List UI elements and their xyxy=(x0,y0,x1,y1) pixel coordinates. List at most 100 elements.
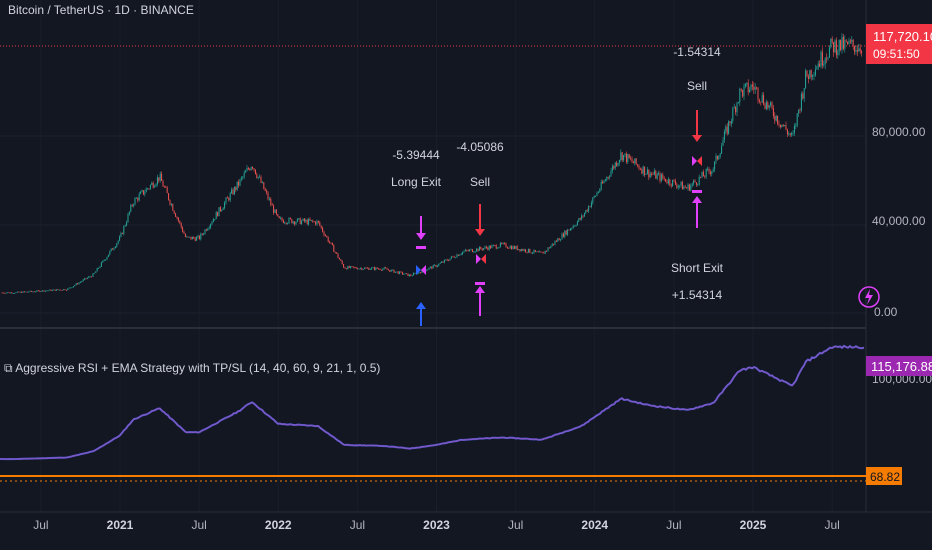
candle-body xyxy=(814,69,816,76)
candle-body xyxy=(457,254,459,256)
candle-body xyxy=(30,290,32,292)
candle-body xyxy=(298,218,300,219)
time-axis-label: Jul xyxy=(350,518,365,532)
trade-markers[interactable] xyxy=(416,110,702,326)
candle-body xyxy=(456,254,458,258)
candle-body xyxy=(630,158,632,160)
candle-body xyxy=(246,167,248,172)
equity-value-badge[interactable]: 115,176.88 xyxy=(866,356,932,376)
candle-body xyxy=(469,249,471,251)
candle-body xyxy=(229,193,231,201)
price-candles[interactable] xyxy=(1,33,863,294)
candle-body xyxy=(105,259,107,261)
candle-body xyxy=(652,174,654,175)
candle-body xyxy=(282,220,284,223)
candle-body xyxy=(60,289,62,291)
buy-arrow[interactable] xyxy=(416,302,426,309)
candle-body xyxy=(352,266,354,268)
candle-body xyxy=(362,268,364,270)
candle-body xyxy=(634,158,636,164)
symbol-title[interactable]: Bitcoin / TetherUS · 1D · BINANCE xyxy=(8,3,194,17)
candle-body xyxy=(333,245,335,252)
candle-body xyxy=(155,184,157,187)
candle-body xyxy=(121,232,123,234)
candle-body xyxy=(740,88,742,90)
rsi-value-badge[interactable]: 68.82 xyxy=(866,467,902,485)
candle-body xyxy=(502,243,504,244)
candle-body xyxy=(474,251,476,253)
candle-body xyxy=(158,177,160,181)
candle-body xyxy=(786,129,788,135)
candle-body xyxy=(53,289,55,291)
candle-body xyxy=(364,267,366,269)
candle-body xyxy=(492,245,494,246)
candle-body xyxy=(71,287,73,289)
candle-body xyxy=(281,217,283,221)
candle-body xyxy=(117,240,119,244)
candle-body xyxy=(29,290,31,292)
candle-body xyxy=(670,184,672,187)
alert-lightning-icon[interactable] xyxy=(858,286,880,308)
candle-body xyxy=(471,249,473,252)
candle-body xyxy=(95,271,97,273)
candle-body xyxy=(623,154,625,161)
candle-body xyxy=(807,76,809,79)
candle-body xyxy=(498,246,500,248)
candle-body xyxy=(217,212,219,217)
candle-body xyxy=(852,39,854,46)
candle-body xyxy=(432,265,434,269)
candle-body xyxy=(317,220,319,223)
candle-body xyxy=(687,184,689,189)
indicator-title[interactable]: ⧉ Aggressive RSI + EMA Strategy with TP/… xyxy=(4,361,380,375)
candle-body xyxy=(291,219,293,224)
candle-body xyxy=(65,289,67,291)
candle-body xyxy=(442,261,444,263)
candle-body xyxy=(159,173,161,181)
candle-body xyxy=(252,167,254,169)
time-axis[interactable]: Jul 2021 Jul 2022 Jul 2023 Jul 2024 Jul 2025 Jul xyxy=(33,518,840,532)
candle-body xyxy=(96,268,98,272)
last-price-badge[interactable]: 117,720.10 09:51:50 xyxy=(866,24,932,64)
candle-body xyxy=(357,268,359,270)
equity-line[interactable] xyxy=(0,344,865,460)
candle-body xyxy=(399,271,401,274)
candle-body xyxy=(695,182,697,185)
candle-body xyxy=(784,125,786,127)
candle-body xyxy=(295,221,297,225)
candle-body xyxy=(610,170,612,177)
candle-body xyxy=(270,199,272,205)
candle-body xyxy=(644,166,646,175)
candle-body xyxy=(827,57,829,59)
short-exit-arrow[interactable] xyxy=(475,286,485,293)
candle-body xyxy=(18,291,20,293)
candle-body xyxy=(154,186,156,188)
short-exit-bar[interactable] xyxy=(692,190,702,193)
candle-body xyxy=(25,291,27,293)
candle-body xyxy=(753,86,755,90)
candle-body xyxy=(219,207,221,211)
long-exit-bar[interactable] xyxy=(416,246,426,249)
candle-body xyxy=(708,168,710,172)
candle-body xyxy=(789,133,791,135)
candle-body xyxy=(225,197,227,203)
candle-body xyxy=(848,40,850,45)
candle-body xyxy=(690,185,692,191)
sell-arrow[interactable] xyxy=(475,229,485,236)
short-exit-bar[interactable] xyxy=(475,282,485,285)
short-exit-arrow[interactable] xyxy=(692,196,702,203)
candle-body xyxy=(820,51,822,67)
candle-body xyxy=(501,243,503,244)
candle-body xyxy=(88,276,90,278)
candle-body xyxy=(417,272,419,275)
time-axis-label: Jul xyxy=(508,518,523,532)
candle-body xyxy=(401,272,403,275)
long-exit-arrow[interactable] xyxy=(416,233,426,240)
candle-body xyxy=(697,184,699,186)
sell-arrow[interactable] xyxy=(692,135,702,142)
candle-body xyxy=(338,257,340,260)
exit-flag xyxy=(692,156,697,166)
candle-body xyxy=(455,257,457,259)
candle-body xyxy=(529,248,531,253)
candle-body xyxy=(575,225,577,227)
